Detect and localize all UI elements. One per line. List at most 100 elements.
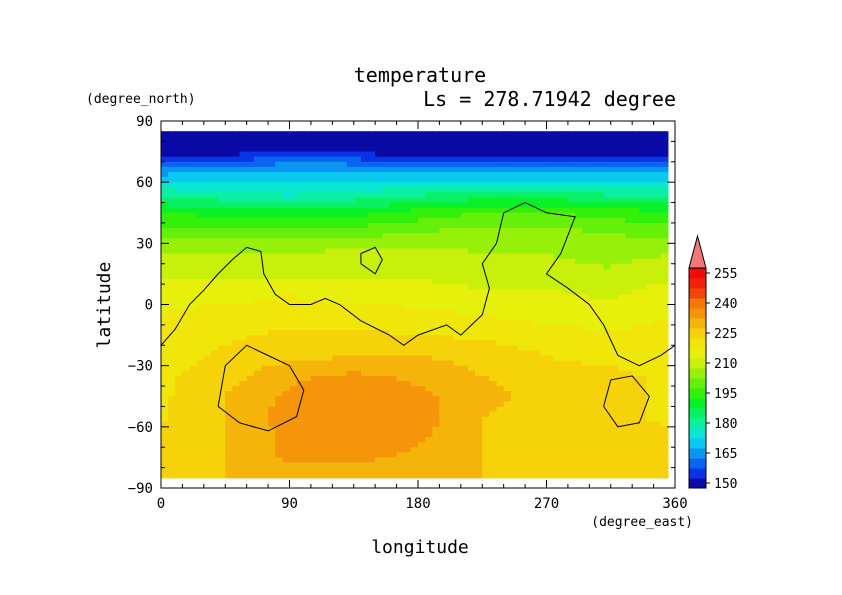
field-cell: [260, 166, 269, 173]
field-cell: [296, 340, 305, 346]
field-cell: [410, 391, 419, 397]
field-cell: [353, 457, 362, 464]
field-cell: [432, 304, 441, 311]
field-cell: [467, 416, 476, 423]
field-cell: [339, 136, 348, 142]
field-cell: [639, 263, 648, 270]
field-cell: [432, 437, 441, 443]
field-cell: [567, 442, 576, 448]
field-cell: [639, 177, 648, 183]
field-cell: [268, 329, 276, 336]
field-cell: [210, 299, 219, 306]
field-cell: [475, 248, 483, 255]
field-cell: [425, 177, 433, 183]
field-cell: [625, 467, 633, 474]
field-cell: [268, 411, 276, 418]
field-cell: [382, 452, 391, 459]
field-cell: [596, 396, 605, 402]
field-cell: [403, 391, 412, 397]
field-cell: [253, 355, 262, 362]
field-cell: [196, 380, 205, 387]
field-cell: [225, 426, 233, 433]
field-cell: [639, 294, 648, 301]
field-cell: [432, 166, 441, 173]
field-cell: [368, 141, 376, 148]
field-cell: [239, 335, 248, 341]
field-cell: [589, 197, 598, 204]
field-cell: [617, 437, 626, 443]
field-cell: [425, 329, 433, 336]
field-cell: [610, 380, 619, 387]
field-cell: [460, 299, 469, 306]
colorbar-swatch: [689, 328, 706, 339]
field-cell: [432, 365, 441, 372]
field-cell: [239, 177, 248, 183]
field-cell: [532, 467, 540, 474]
field-cell: [575, 345, 583, 351]
field-cell: [553, 177, 562, 183]
field-cell: [567, 426, 576, 433]
field-cell: [375, 360, 383, 367]
field-cell: [375, 447, 383, 453]
field-cell: [610, 309, 619, 316]
field-cell: [232, 437, 241, 443]
field-cell: [275, 182, 283, 188]
field-cell: [489, 273, 498, 280]
field-cell: [596, 187, 605, 193]
field-cell: [482, 411, 490, 418]
field-cell: [246, 212, 255, 219]
field-cell: [653, 416, 662, 423]
field-cell: [596, 437, 605, 443]
field-cell: [439, 279, 448, 285]
field-cell: [332, 258, 341, 265]
field-cell: [182, 294, 191, 301]
field-cell: [196, 472, 205, 479]
field-cell: [232, 273, 241, 280]
field-cell: [482, 156, 490, 163]
field-cell: [332, 222, 341, 229]
field-cell: [632, 324, 640, 331]
field-cell: [375, 355, 383, 362]
field-cell: [218, 207, 226, 214]
field-cell: [289, 253, 298, 260]
field-cell: [560, 263, 569, 270]
field-cell: [175, 248, 184, 255]
field-cell: [161, 253, 169, 260]
field-cell: [218, 253, 226, 260]
field-cell: [539, 335, 548, 341]
field-cell: [303, 263, 312, 270]
field-cell: [539, 391, 548, 397]
field-cell: [410, 136, 419, 142]
field-cell: [610, 131, 619, 137]
field-cell: [425, 375, 433, 382]
field-cell: [467, 452, 476, 459]
field-cell: [432, 253, 441, 260]
field-cell: [453, 335, 462, 341]
field-cell: [168, 182, 176, 188]
field-cell: [396, 212, 405, 219]
field-cell: [567, 248, 576, 255]
field-cell: [617, 396, 626, 402]
field-cell: [603, 217, 612, 224]
field-cell: [567, 141, 576, 148]
field-cell: [353, 467, 362, 474]
field-cell: [553, 253, 562, 260]
field-cell: [325, 268, 333, 275]
field-cell: [225, 447, 233, 453]
field-cell: [460, 192, 469, 199]
field-cell: [589, 217, 598, 224]
field-cell: [603, 457, 612, 464]
field-cell: [389, 243, 398, 250]
field-cell: [210, 222, 219, 229]
field-cell: [360, 233, 369, 239]
field-cell: [539, 365, 548, 372]
field-cell: [418, 411, 426, 418]
field-cell: [239, 437, 248, 443]
field-cell: [503, 406, 512, 413]
field-cell: [539, 146, 548, 153]
field-cell: [210, 258, 219, 265]
field-cell: [303, 319, 312, 326]
field-cell: [268, 350, 276, 357]
field-cell: [432, 314, 441, 321]
field-cell: [453, 386, 462, 392]
